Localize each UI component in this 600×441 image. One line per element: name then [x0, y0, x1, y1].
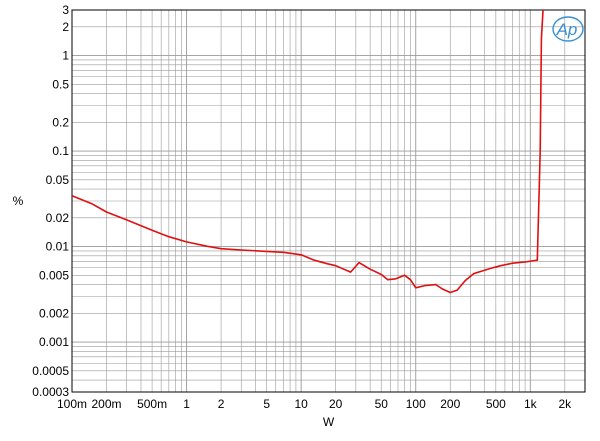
- y-tick-label: 0.002: [39, 306, 69, 320]
- y-tick-label: 0.5: [52, 77, 69, 91]
- x-tick-label: 1: [183, 397, 190, 411]
- x-tick-label: 200m: [91, 397, 121, 411]
- x-tick-label: 100: [406, 397, 426, 411]
- x-tick-label: 20: [329, 397, 343, 411]
- x-tick-label: 500: [486, 397, 506, 411]
- x-tick-label: 5: [263, 397, 270, 411]
- y-tick-label: 0.005: [39, 268, 69, 282]
- y-tick-label: 0.001: [39, 335, 69, 349]
- x-axis-label: W: [323, 415, 335, 429]
- x-tick-label: 2: [218, 397, 225, 411]
- ap-logo-text: Ap: [556, 20, 578, 39]
- grid: [72, 10, 585, 392]
- y-tick-label: 0.01: [46, 240, 70, 254]
- y-tick-label: 1: [62, 49, 69, 63]
- x-tick-label: 50: [375, 397, 389, 411]
- series: [72, 10, 544, 294]
- x-tick-label: 200: [440, 397, 460, 411]
- ap-logo: Ap: [552, 16, 584, 42]
- series-line: [72, 10, 544, 294]
- y-tick-label: 0.1: [52, 144, 69, 158]
- plot-frame: [71, 9, 586, 393]
- y-tick-label: 0.0005: [32, 364, 69, 378]
- y-tick-label: 0.05: [46, 173, 70, 187]
- y-tick-label: 0.0003: [32, 385, 69, 399]
- x-tick-labels: 100m 200m 500m 1 2 5 10 20 50 100 200 500 1k 2k: [57, 397, 572, 411]
- y-tick-label: 2: [62, 20, 69, 34]
- x-tick-label: 1k: [524, 397, 538, 411]
- x-tick-label: 10: [294, 397, 308, 411]
- y-axis-label: %: [13, 194, 24, 208]
- x-tick-label: 2k: [558, 397, 572, 411]
- x-tick-label: 100m: [57, 397, 87, 411]
- y-tick-label: 0.02: [46, 211, 70, 225]
- y-tick-labels: 3 2 1 0.5 0.2 0.1 0.05 0.02 0.01 0.005 0.002 0.001 0…: [32, 3, 69, 399]
- y-tick-label: 0.2: [52, 115, 69, 129]
- y-tick-label: 3: [62, 3, 69, 17]
- x-tick-label: 500m: [137, 397, 167, 411]
- ap-logo-ring: [552, 16, 584, 42]
